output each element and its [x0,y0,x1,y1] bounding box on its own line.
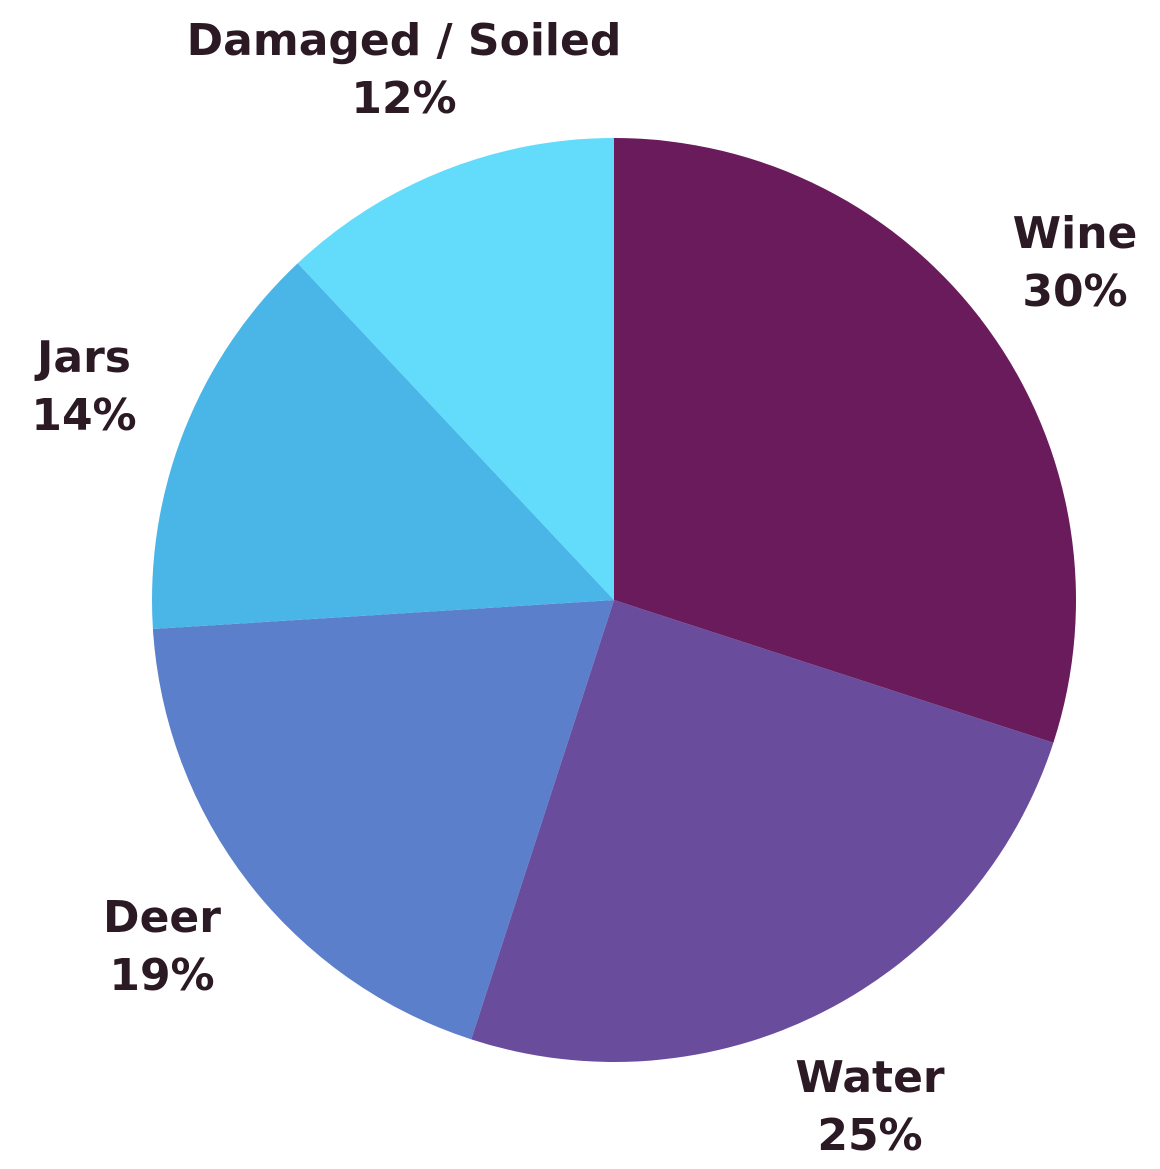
slice-label: Water [795,1052,945,1103]
pie-slice-jars [151,263,614,630]
pie-slice-deer [152,600,614,1040]
pie-slice-water [471,600,1054,1063]
pie-slice-wine [614,138,1077,743]
slice-label: Damaged / Soiled [187,15,622,66]
slice-percent-label: 19% [109,950,214,1001]
slice-percent-label: 30% [1022,266,1127,317]
slice-percent-label: 12% [351,73,456,124]
slice-label: Jars [34,332,131,383]
slice-label: Wine [1013,208,1138,259]
slice-percent-label: 14% [31,390,136,441]
pie-labels: Wine 30% Water 25% Deer 19% Jars 14% Damaged / S… [31,15,1137,1161]
slice-percent-label: 25% [817,1110,922,1161]
slice-label: Deer [103,892,221,943]
pie-slice-damaged-soiled [297,138,614,600]
pie-slices [151,138,1077,1063]
